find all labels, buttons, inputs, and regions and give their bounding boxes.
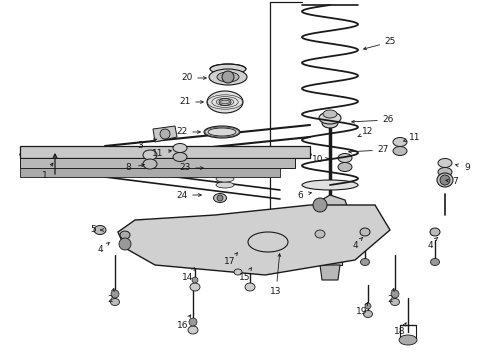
Circle shape xyxy=(440,175,450,185)
Ellipse shape xyxy=(323,110,337,118)
Circle shape xyxy=(160,129,170,139)
Ellipse shape xyxy=(143,159,157,169)
Text: 21: 21 xyxy=(179,98,191,107)
Ellipse shape xyxy=(322,118,338,128)
Text: 11: 11 xyxy=(409,134,421,143)
Text: 4: 4 xyxy=(352,240,358,249)
Ellipse shape xyxy=(302,180,358,190)
Text: 6: 6 xyxy=(297,190,303,199)
Ellipse shape xyxy=(391,298,399,306)
Ellipse shape xyxy=(210,64,246,74)
Ellipse shape xyxy=(245,283,255,291)
Circle shape xyxy=(365,303,371,309)
Ellipse shape xyxy=(111,298,120,306)
Text: 27: 27 xyxy=(377,145,389,154)
Ellipse shape xyxy=(173,144,187,153)
Ellipse shape xyxy=(214,194,226,202)
Text: 12: 12 xyxy=(362,127,374,136)
Circle shape xyxy=(222,71,234,83)
Circle shape xyxy=(192,277,198,283)
Text: 9: 9 xyxy=(464,162,470,171)
Ellipse shape xyxy=(209,69,247,85)
Ellipse shape xyxy=(431,258,440,266)
Text: 11: 11 xyxy=(152,148,164,158)
Ellipse shape xyxy=(216,152,234,158)
Text: 20: 20 xyxy=(181,73,193,82)
Polygon shape xyxy=(310,195,350,238)
Text: 3: 3 xyxy=(137,140,143,149)
Ellipse shape xyxy=(399,335,417,345)
Ellipse shape xyxy=(430,228,440,236)
Polygon shape xyxy=(20,158,295,168)
Ellipse shape xyxy=(338,153,352,162)
Ellipse shape xyxy=(216,182,234,188)
Text: 13: 13 xyxy=(270,288,282,297)
Text: 4: 4 xyxy=(97,246,103,255)
Text: 18: 18 xyxy=(394,328,406,337)
Ellipse shape xyxy=(207,91,243,113)
Ellipse shape xyxy=(216,158,234,164)
Text: 23: 23 xyxy=(179,163,191,172)
Ellipse shape xyxy=(393,147,407,156)
Text: 22: 22 xyxy=(176,127,188,136)
Text: 15: 15 xyxy=(239,273,251,282)
Ellipse shape xyxy=(204,126,240,138)
Ellipse shape xyxy=(219,99,231,105)
Ellipse shape xyxy=(360,228,370,236)
Text: 19: 19 xyxy=(356,307,368,316)
Text: 10: 10 xyxy=(312,156,324,165)
Text: 25: 25 xyxy=(384,37,396,46)
Text: 16: 16 xyxy=(177,320,189,329)
Text: 2: 2 xyxy=(387,296,393,305)
Circle shape xyxy=(119,238,131,250)
Ellipse shape xyxy=(216,170,234,176)
Circle shape xyxy=(313,198,327,212)
Ellipse shape xyxy=(234,269,242,275)
Ellipse shape xyxy=(338,162,352,171)
Text: 2: 2 xyxy=(107,296,113,305)
Ellipse shape xyxy=(143,150,157,160)
Ellipse shape xyxy=(190,283,200,291)
Ellipse shape xyxy=(216,176,234,182)
Text: 5: 5 xyxy=(90,225,96,234)
Ellipse shape xyxy=(188,326,198,334)
Ellipse shape xyxy=(94,225,106,234)
Ellipse shape xyxy=(315,230,325,238)
Ellipse shape xyxy=(120,231,130,239)
Circle shape xyxy=(217,195,223,201)
Text: 14: 14 xyxy=(182,273,194,282)
Ellipse shape xyxy=(216,164,234,170)
Ellipse shape xyxy=(438,167,452,176)
Ellipse shape xyxy=(319,112,341,124)
Bar xyxy=(318,215,342,265)
Ellipse shape xyxy=(438,158,452,167)
Ellipse shape xyxy=(437,173,453,187)
Ellipse shape xyxy=(393,138,407,147)
Ellipse shape xyxy=(361,258,369,266)
Text: 26: 26 xyxy=(382,116,393,125)
Polygon shape xyxy=(20,146,310,158)
Ellipse shape xyxy=(173,153,187,162)
Circle shape xyxy=(322,207,338,223)
Ellipse shape xyxy=(217,72,239,82)
Text: 8: 8 xyxy=(125,163,131,172)
Text: 17: 17 xyxy=(224,257,236,266)
Polygon shape xyxy=(20,168,280,177)
Circle shape xyxy=(111,290,119,298)
Polygon shape xyxy=(153,126,177,142)
Text: 7: 7 xyxy=(452,177,458,186)
Ellipse shape xyxy=(364,310,372,318)
Polygon shape xyxy=(320,265,340,280)
Circle shape xyxy=(189,318,197,326)
Text: 1: 1 xyxy=(42,171,48,180)
Text: 4: 4 xyxy=(427,240,433,249)
Circle shape xyxy=(391,290,399,298)
Polygon shape xyxy=(118,205,390,275)
Text: 24: 24 xyxy=(176,190,188,199)
